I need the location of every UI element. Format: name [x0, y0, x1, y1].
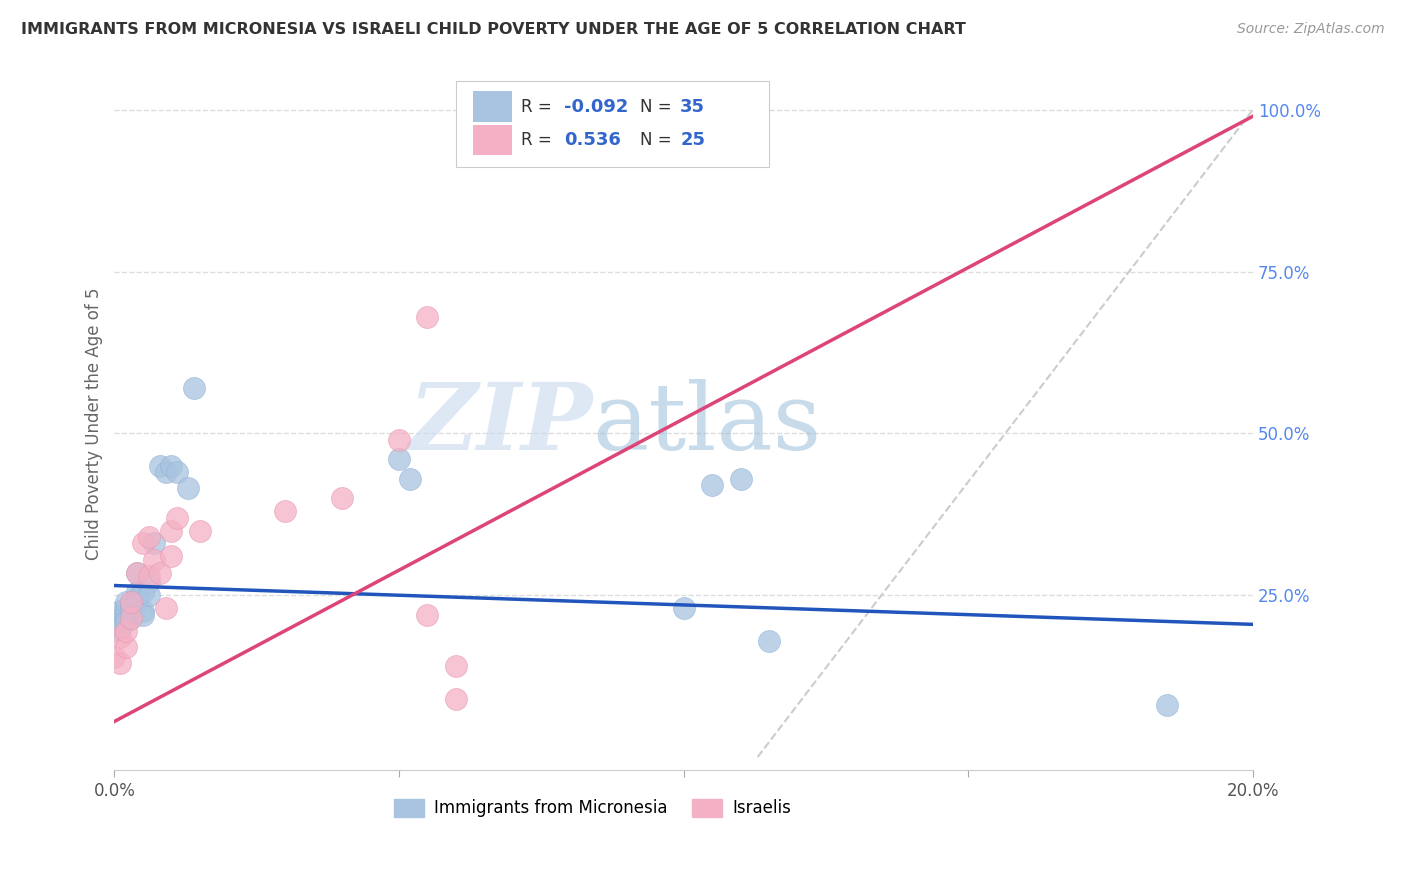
Point [114, 595, 136, 609]
Point [121, 611, 143, 625]
Point [444, 659, 467, 673]
Text: atlas: atlas [592, 379, 821, 468]
Point [127, 566, 149, 580]
Text: IMMIGRANTS FROM MICRONESIA VS ISRAELI CHILD POVERTY UNDER THE AGE OF 5 CORRELATI: IMMIGRANTS FROM MICRONESIA VS ISRAELI CH… [21, 22, 966, 37]
Point [160, 549, 183, 564]
Point [138, 575, 160, 590]
Text: N =: N = [640, 97, 678, 116]
Point [132, 536, 155, 550]
Point [103, 617, 125, 632]
Point [108, 656, 131, 670]
Text: R =: R = [520, 131, 562, 149]
Text: Source: ZipAtlas.com: Source: ZipAtlas.com [1237, 22, 1385, 37]
Point [103, 649, 125, 664]
Text: R =: R = [520, 97, 557, 116]
FancyBboxPatch shape [472, 125, 512, 155]
Point [114, 640, 136, 654]
Point [132, 585, 155, 599]
Point [416, 607, 439, 622]
Point [114, 607, 136, 622]
Point [160, 458, 183, 473]
Point [274, 504, 297, 518]
Point [388, 452, 411, 467]
FancyBboxPatch shape [456, 81, 769, 168]
Point [444, 691, 467, 706]
Point [121, 604, 143, 618]
Point [1156, 698, 1178, 713]
Legend: Immigrants from Micronesia, Israelis: Immigrants from Micronesia, Israelis [387, 792, 797, 824]
Point [121, 598, 143, 612]
Text: ZIP: ZIP [408, 379, 592, 468]
Point [132, 604, 155, 618]
Point [149, 458, 172, 473]
Text: 25: 25 [681, 131, 706, 149]
Point [114, 624, 136, 638]
Point [166, 465, 188, 479]
Point [127, 591, 149, 606]
Point [166, 510, 188, 524]
Point [127, 566, 149, 580]
Point [183, 381, 205, 395]
Y-axis label: Child Poverty Under the Age of 5: Child Poverty Under the Age of 5 [86, 287, 103, 560]
Text: N =: N = [640, 131, 678, 149]
Point [700, 478, 723, 492]
Point [416, 310, 439, 324]
Text: -0.092: -0.092 [564, 97, 628, 116]
Point [730, 472, 752, 486]
Point [188, 524, 211, 538]
Point [149, 566, 172, 580]
Point [160, 524, 183, 538]
Point [155, 465, 177, 479]
Point [399, 472, 422, 486]
Text: 35: 35 [681, 97, 706, 116]
FancyBboxPatch shape [472, 91, 512, 122]
Point [114, 614, 136, 628]
Point [127, 585, 149, 599]
Point [143, 536, 166, 550]
Point [121, 595, 143, 609]
Point [103, 624, 125, 638]
Point [758, 633, 780, 648]
Point [132, 607, 155, 622]
Text: 0.536: 0.536 [564, 131, 621, 149]
Point [155, 601, 177, 615]
Point [672, 601, 695, 615]
Point [138, 530, 160, 544]
Point [108, 611, 131, 625]
Point [330, 491, 353, 505]
Point [138, 588, 160, 602]
Point [127, 595, 149, 609]
Point [121, 611, 143, 625]
Point [143, 552, 166, 566]
Point [108, 604, 131, 618]
Point [114, 601, 136, 615]
Point [177, 482, 200, 496]
Point [388, 433, 411, 447]
Point [108, 630, 131, 644]
Point [108, 621, 131, 635]
Point [138, 569, 160, 583]
